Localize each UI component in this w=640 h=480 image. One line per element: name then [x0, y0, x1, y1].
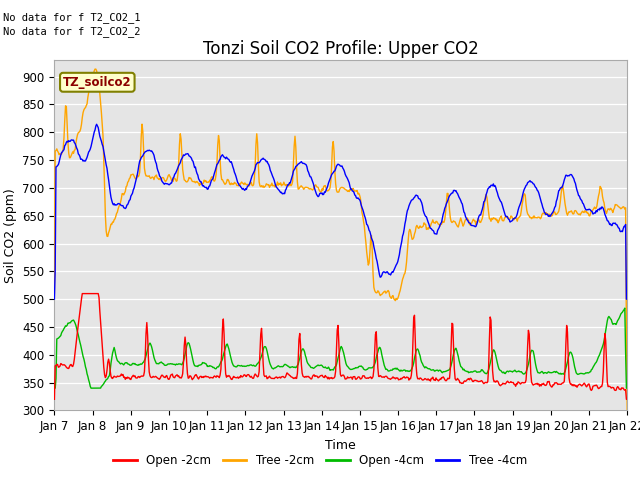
Legend: Open -2cm, Tree -2cm, Open -4cm, Tree -4cm: Open -2cm, Tree -2cm, Open -4cm, Tree -4…: [108, 449, 532, 472]
Y-axis label: Soil CO2 (ppm): Soil CO2 (ppm): [4, 188, 17, 283]
Title: Tonzi Soil CO2 Profile: Upper CO2: Tonzi Soil CO2 Profile: Upper CO2: [203, 40, 479, 59]
Text: No data for f T2_CO2_2: No data for f T2_CO2_2: [3, 26, 141, 37]
Text: No data for f T2_CO2_1: No data for f T2_CO2_1: [3, 12, 141, 23]
Text: TZ_soilco2: TZ_soilco2: [63, 76, 132, 89]
X-axis label: Time: Time: [325, 439, 356, 452]
